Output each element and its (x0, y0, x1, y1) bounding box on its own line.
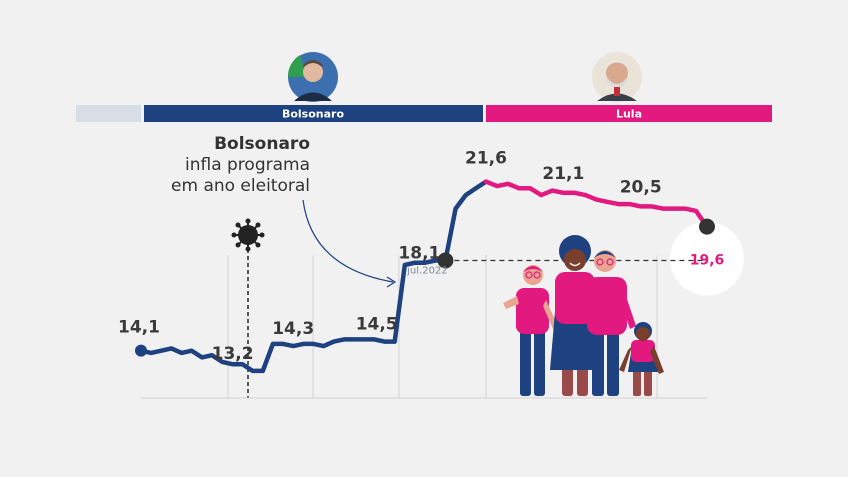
period-label-bolsonaro: Bolsonaro (282, 108, 344, 121)
last-value-highlight (670, 221, 744, 296)
virus-icon (231, 218, 265, 398)
data-label-6: 21,1 (542, 164, 584, 184)
annotation-arrowhead (386, 276, 397, 288)
data-label-4: 18,1 (398, 243, 440, 263)
data-label-8: 19,6 (690, 253, 725, 269)
period-bar-bolsonaro (144, 105, 483, 122)
period-label-lula: Lula (616, 108, 642, 121)
data-label-5: 21,6 (465, 149, 507, 169)
point-jul2022 (437, 252, 454, 269)
point-last (699, 218, 715, 235)
family-illustration (503, 235, 664, 396)
data-label-0: 14,1 (118, 318, 160, 338)
period-bar-lula (486, 105, 772, 122)
chart-lines (138, 179, 710, 374)
data-label-3: 14,5 (356, 315, 398, 335)
avatar-lula (592, 52, 642, 102)
annotation-line-1: infla programa (185, 155, 310, 175)
series-line-bolsonaro (138, 179, 489, 374)
period-bar-before (76, 105, 141, 122)
chart-data-labels: 14,1 13,2 14,3 14,5 18,1 21,6 21,1 20,5 19,6 jul.… (118, 149, 724, 364)
avatar-bolsonaro (287, 52, 338, 102)
annotation-line-2: em ano eleitoral (171, 176, 310, 196)
highlight-date-label: jul.2022 (406, 265, 448, 276)
point-start (135, 344, 147, 357)
chart-marks (135, 218, 715, 357)
annotation-title: Bolsonaro (214, 134, 310, 154)
data-label-2: 14,3 (272, 319, 314, 339)
data-label-1: 13,2 (212, 344, 254, 364)
annotation-arrow (302, 199, 394, 283)
series-line-lula (483, 179, 710, 229)
data-label-7: 20,5 (620, 177, 662, 197)
